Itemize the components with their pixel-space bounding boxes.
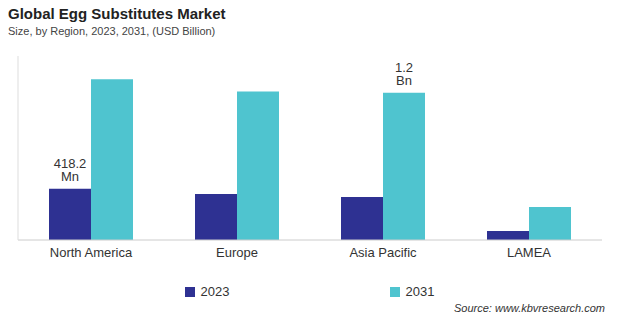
html-text:2031: 2031 (405, 284, 435, 299)
svg-text:North America: North America (50, 245, 133, 260)
html-text:Global Egg Substitutes Market: Global Egg Substitutes Market (8, 5, 226, 22)
html-text:Size, by Region, 2023, 2031, (: Size, by Region, 2023, 2031, (USD Billio… (8, 25, 216, 37)
html-text:Source: www.kbvresearch.com: Source: www.kbvresearch.com (454, 302, 605, 314)
svg-text:418.2Mn: 418.2Mn (54, 156, 87, 184)
html-text:2023: 2023 (200, 284, 230, 299)
svg-text:Europe: Europe (216, 245, 258, 260)
svg-text:LAMEA: LAMEA (507, 245, 551, 260)
svg-text:Asia Pacific: Asia Pacific (349, 245, 417, 260)
svg-text:1.2Bn: 1.2Bn (395, 60, 413, 88)
